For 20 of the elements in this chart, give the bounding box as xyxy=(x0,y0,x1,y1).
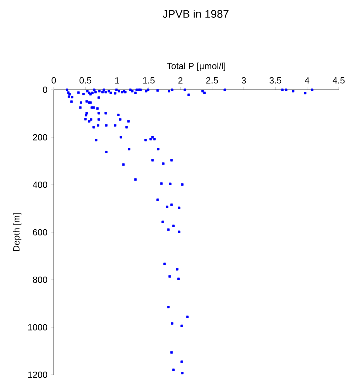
y-tick-label: 1200 xyxy=(28,372,48,378)
x-tick-label: 4.5 xyxy=(332,78,345,84)
x-tick-label: 3.5 xyxy=(270,77,282,84)
y-tick-label: 200 xyxy=(33,134,48,141)
y-tick-label: 400 xyxy=(32,182,48,188)
x-tick-label: 2.5 xyxy=(206,77,218,84)
x-tick-label: 4 xyxy=(305,78,310,84)
x-tick-label: 1 xyxy=(116,78,120,84)
y-tick-label: 1000 xyxy=(28,324,48,331)
y-tick-label: 600 xyxy=(33,229,48,236)
x-tick-label: 0.5 xyxy=(80,77,92,84)
chart-title: JPVB in 1987 xyxy=(162,10,229,18)
x-tick-label: 1.5 xyxy=(143,78,155,84)
x-tick-label: 2 xyxy=(178,78,183,84)
x-tick-label: 0 xyxy=(52,77,56,84)
y-axis-title: Depth [m] xyxy=(13,214,22,252)
y-tick-label: 800 xyxy=(33,276,48,284)
y-tick-label: 0 xyxy=(43,86,48,94)
x-tick-label: 3 xyxy=(242,77,246,84)
x-axis-title: Total P [µmol/l] xyxy=(167,62,226,72)
